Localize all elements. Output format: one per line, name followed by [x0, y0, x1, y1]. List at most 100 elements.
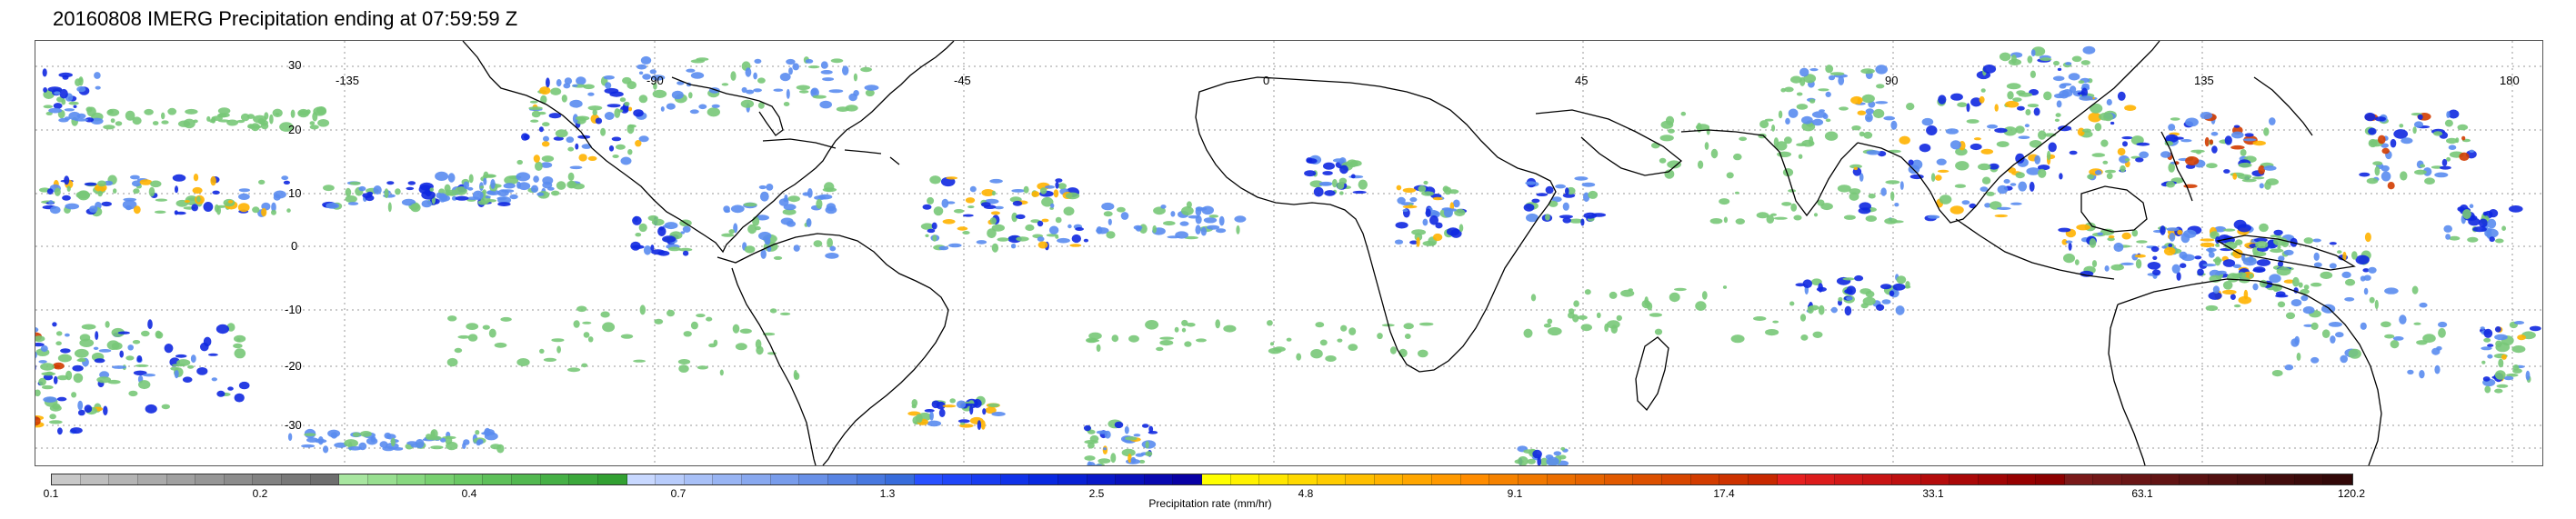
precip-cell	[2018, 181, 2028, 192]
precip-cell	[2053, 60, 2060, 66]
precip-cell	[946, 176, 958, 180]
precip-cell	[77, 357, 86, 363]
precip-cell	[1319, 183, 1332, 186]
precip-cell	[2136, 142, 2150, 146]
precip-cell	[2413, 322, 2421, 325]
precip-cell	[2241, 178, 2257, 183]
precip-cell	[2230, 294, 2236, 301]
precip-cell	[97, 190, 103, 197]
precip-cell	[778, 198, 789, 206]
precip-cell	[865, 89, 875, 97]
precip-cell	[640, 55, 652, 65]
precip-cell	[2494, 388, 2503, 394]
precip-cell	[275, 113, 280, 115]
precip-cell	[1734, 191, 1739, 195]
precip-cell	[787, 195, 800, 203]
precip-cell	[2010, 202, 2022, 205]
precip-cell	[2360, 322, 2367, 330]
precip-cell	[2160, 225, 2166, 235]
precip-cell	[133, 370, 147, 375]
colorbar-tick-1-3: 1.3	[879, 487, 896, 500]
precip-cell	[55, 331, 63, 336]
precip-cell	[1970, 143, 1982, 151]
precip-cell	[455, 186, 467, 195]
precip-cell	[2209, 269, 2220, 277]
coastline-arabia	[1535, 109, 1683, 176]
precip-cell	[234, 393, 245, 403]
colorbar-cell	[1288, 474, 1318, 484]
precip-cell	[1562, 217, 1571, 224]
precip-cell	[1838, 75, 1845, 85]
precip-cell	[1701, 291, 1708, 300]
precip-cell	[203, 202, 214, 212]
precip-cell	[2278, 255, 2285, 262]
precip-cell	[1838, 296, 1843, 302]
precip-cell	[647, 215, 658, 222]
precip-cell	[2298, 282, 2303, 288]
precip-cell	[1996, 141, 2010, 147]
precip-cell	[1458, 224, 1464, 233]
precip-cell	[1206, 225, 1220, 230]
precip-cell	[690, 72, 705, 79]
precip-cell	[81, 324, 96, 330]
colorbar-cell	[109, 474, 138, 484]
lat-label-minus30: -30	[285, 418, 302, 432]
precip-cell	[1862, 296, 1876, 306]
precip-cell	[133, 205, 141, 215]
precip-cell	[773, 88, 784, 92]
precip-cell	[2068, 73, 2080, 81]
precip-cell	[826, 203, 837, 212]
precip-cell	[575, 115, 590, 121]
precip-cell	[1753, 316, 1767, 321]
precip-cell	[78, 76, 84, 86]
precip-cell	[1889, 220, 1904, 224]
precip-cell	[1764, 118, 1774, 122]
precip-cell	[2108, 235, 2115, 239]
precip-cell	[2312, 238, 2321, 243]
precip-cell	[2420, 164, 2426, 168]
colorbar-cell	[1374, 474, 1404, 484]
precip-cell	[711, 104, 720, 108]
precip-cell	[2462, 209, 2471, 219]
colorbar-cell	[770, 474, 800, 484]
precip-cell	[74, 348, 89, 358]
precip-cell	[1348, 327, 1357, 335]
precip-cell	[2063, 253, 2075, 264]
precip-cell	[1152, 225, 1157, 234]
precip-cell	[1581, 182, 1596, 187]
precip-cell	[1319, 339, 1328, 346]
precip-cell	[782, 208, 797, 215]
precip-cell	[107, 109, 114, 115]
precip-cell	[707, 107, 720, 117]
precip-cell	[606, 104, 621, 108]
precip-cell	[1156, 346, 1164, 352]
precip-cell	[721, 83, 729, 86]
precip-cell	[1547, 318, 1553, 324]
precip-cell	[2194, 255, 2202, 260]
precip-cell	[624, 101, 630, 106]
precip-cell	[1730, 334, 1745, 344]
precip-cell	[1875, 65, 1888, 75]
precip-cell	[1789, 301, 1795, 306]
precip-cell	[2113, 242, 2124, 253]
precip-cell	[1446, 227, 1460, 236]
precip-cell	[2364, 232, 2371, 243]
precip-cell	[1153, 206, 1166, 215]
precip-cell	[2055, 113, 2061, 117]
precip-cell	[994, 205, 1004, 210]
precipitation-map[interactable]: 30 20 10 0 -10 -20 -30 -135 -90 -45 0 45…	[35, 40, 2543, 466]
precip-cell	[569, 99, 583, 108]
precip-cell	[1216, 228, 1227, 234]
precip-cell	[2040, 57, 2052, 62]
precip-cell	[1930, 173, 1936, 183]
precip-cell	[211, 377, 217, 382]
precip-cell	[130, 175, 140, 180]
precip-cell	[184, 200, 190, 203]
precip-cell	[496, 196, 507, 201]
precip-cell	[2290, 299, 2302, 307]
precip-cell	[73, 105, 77, 109]
precip-cell	[2438, 321, 2448, 328]
precip-cell	[2446, 156, 2451, 162]
precip-cell	[2208, 251, 2215, 258]
precip-cell	[1997, 206, 2011, 210]
